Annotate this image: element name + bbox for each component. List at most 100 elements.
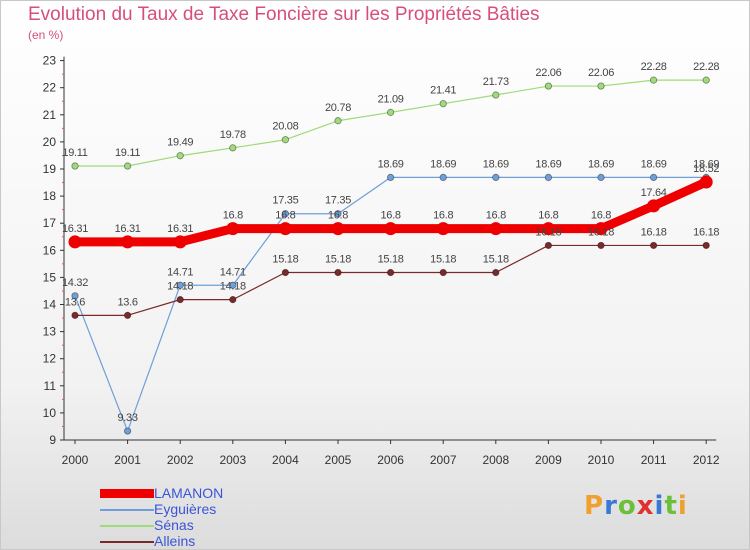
series-point-0: [173, 235, 187, 249]
x-tick-label: 2010: [588, 453, 615, 467]
series-point-1: [124, 427, 132, 435]
y-tick-label: 13: [43, 325, 57, 339]
logo-letter: i: [677, 491, 688, 521]
data-label: 18.69: [693, 158, 719, 170]
logo-letter: x: [636, 491, 655, 521]
series-point-2: [281, 136, 289, 144]
series-point-2: [702, 76, 710, 84]
series-point-0: [68, 235, 82, 249]
data-label: 19.78: [220, 129, 246, 141]
series-point-2: [334, 117, 342, 125]
y-tick-label: 10: [43, 406, 57, 420]
data-label: 18.69: [378, 158, 404, 170]
data-label: 21.09: [378, 93, 404, 105]
y-tick-label: 16: [43, 243, 57, 257]
data-label: 9.33: [117, 412, 137, 424]
data-label: 18.69: [483, 158, 509, 170]
data-label: 22.28: [693, 61, 719, 73]
data-label: 21.41: [430, 85, 456, 97]
data-label: 19.11: [62, 147, 87, 159]
y-tick-label: 12: [43, 352, 57, 366]
series-point-3: [649, 241, 658, 250]
data-label: 19.49: [167, 137, 193, 149]
y-tick-label: 18: [43, 189, 57, 203]
y-tick-label: 23: [43, 54, 57, 68]
legend-label-alleins: Alleins: [154, 533, 196, 549]
data-label: 19.11: [115, 147, 140, 159]
series-point-2: [124, 162, 132, 170]
data-label: 15.18: [430, 254, 456, 266]
y-tick-label: 21: [43, 108, 57, 122]
logo-letter: r: [604, 491, 618, 521]
series-point-3: [229, 296, 237, 304]
y-tick-label: 15: [43, 270, 57, 284]
data-label: 17.35: [272, 195, 298, 207]
x-tick-label: 2005: [325, 453, 352, 467]
data-label: 16.31: [115, 223, 141, 235]
data-label: 20.08: [272, 121, 298, 133]
legend-swatch-lamanon: [100, 489, 154, 498]
series-point-3: [492, 268, 500, 277]
data-label: 18.69: [535, 158, 561, 170]
data-label: 18.69: [430, 158, 456, 170]
series-point-2: [544, 82, 553, 90]
series-point-1: [544, 173, 553, 182]
data-label: 13.6: [117, 296, 137, 308]
logo-letter: t: [664, 491, 678, 521]
series-point-0: [489, 222, 503, 236]
x-tick-label: 2006: [377, 453, 404, 467]
series-point-0: [226, 222, 240, 236]
series-point-1: [176, 281, 184, 289]
logo-letter: o: [617, 491, 637, 521]
data-label: 16.18: [641, 226, 667, 238]
series-point-3: [334, 268, 342, 277]
legend-label-eyguieres: Eyguières: [154, 501, 217, 517]
data-label: 20.78: [325, 102, 351, 114]
data-label: 17.35: [325, 195, 351, 207]
x-tick-label: 2009: [535, 453, 562, 467]
data-label: 15.18: [325, 254, 351, 266]
data-label: 18.69: [588, 158, 614, 170]
data-label: 16.8: [433, 210, 453, 222]
y-tick-label: 19: [43, 162, 57, 176]
legend-label-senas: Sénas: [154, 517, 194, 533]
series-point-0: [331, 222, 345, 236]
data-label: 16.31: [62, 223, 88, 235]
series-point-0: [541, 222, 555, 236]
data-label: 17.64: [641, 187, 667, 199]
y-tick-label: 17: [43, 216, 57, 230]
series-point-0: [121, 235, 135, 249]
series-point-3: [702, 241, 710, 250]
series-point-2: [597, 82, 605, 90]
data-label: 14.32: [62, 277, 88, 289]
data-label: 16.8: [328, 210, 348, 222]
data-label: 22.06: [535, 67, 561, 79]
data-label: 13.6: [65, 296, 85, 308]
series-point-3: [597, 241, 605, 250]
series-point-0: [436, 222, 450, 236]
data-label: 18.69: [641, 158, 667, 170]
y-tick-label: 22: [43, 81, 57, 95]
x-tick-label: 2007: [430, 453, 457, 467]
series-point-2: [71, 162, 79, 170]
data-label: 16.8: [380, 210, 400, 222]
series-point-0: [384, 222, 398, 236]
y-tick-label: 14: [43, 298, 57, 312]
series-point-0: [594, 222, 608, 236]
proxiti-logo: Proxiti: [584, 491, 688, 521]
series-point-2: [492, 91, 500, 99]
series-point-3: [176, 296, 184, 304]
series-point-3: [281, 268, 289, 277]
data-label: 16.8: [486, 210, 506, 222]
series-point-0: [278, 222, 292, 236]
data-label: 16.18: [588, 226, 614, 238]
data-label: 16.31: [167, 223, 193, 235]
x-tick-label: 2003: [219, 453, 246, 467]
series-point-1: [386, 173, 395, 182]
x-tick-label: 2002: [167, 453, 194, 467]
data-label: 16.8: [591, 210, 611, 222]
series-point-3: [124, 311, 132, 319]
data-label: 16.8: [275, 210, 295, 222]
x-tick-label: 2011: [641, 453, 667, 467]
